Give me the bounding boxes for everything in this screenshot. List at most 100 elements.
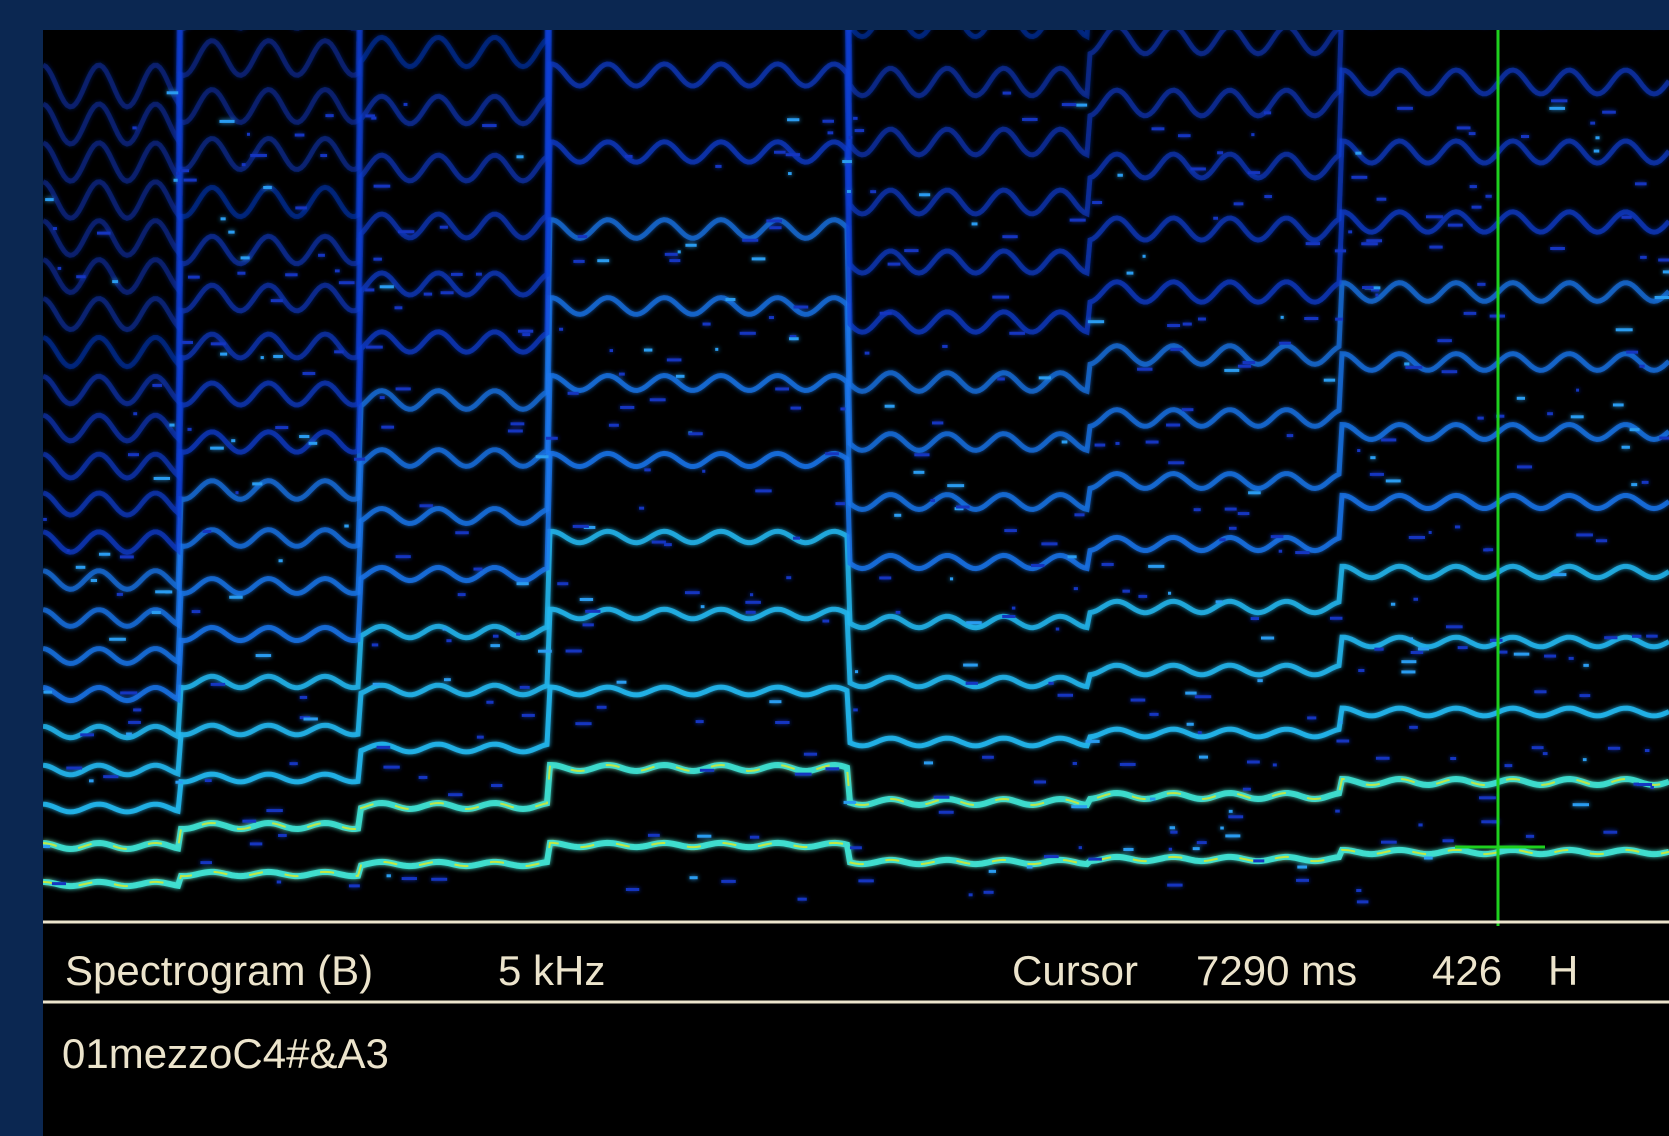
- noise-speck: [1073, 762, 1077, 765]
- noise-speck: [1469, 132, 1476, 135]
- noise-speck: [424, 293, 432, 296]
- noise-speck: [1418, 823, 1422, 826]
- noise-speck: [1370, 456, 1375, 459]
- noise-speck: [1639, 365, 1644, 368]
- noise-speck: [1381, 438, 1396, 441]
- noise-speck: [1655, 296, 1669, 299]
- noise-speck: [1220, 827, 1224, 830]
- noise-speck: [1199, 756, 1208, 759]
- noise-speck: [858, 879, 873, 882]
- mode-label: Spectrogram (B): [65, 947, 373, 994]
- noise-speck: [879, 576, 891, 579]
- noise-speck: [1213, 217, 1218, 220]
- noise-speck: [786, 153, 800, 156]
- noise-speck: [1411, 651, 1424, 654]
- noise-speck: [275, 426, 288, 429]
- noise-speck: [522, 333, 530, 336]
- noise-speck: [1446, 625, 1463, 628]
- noise-speck: [66, 767, 82, 770]
- noise-speck: [1217, 151, 1223, 154]
- noise-speck: [154, 477, 170, 480]
- noise-speck: [1297, 866, 1307, 869]
- noise-speck: [1386, 479, 1401, 482]
- noise-speck: [610, 349, 613, 352]
- noise-speck: [1569, 657, 1574, 660]
- noise-speck: [842, 160, 852, 163]
- noise-speck: [1086, 740, 1100, 743]
- noise-speck: [273, 355, 283, 358]
- noise-speck: [1429, 246, 1442, 249]
- noise-speck: [700, 769, 714, 772]
- noise-speck: [431, 878, 447, 881]
- noise-speck: [1168, 592, 1171, 595]
- spectrogram-window: Spectrogram (B) 5 kHz Cursor 7290 ms 426…: [0, 0, 1669, 1136]
- noise-speck: [187, 428, 191, 431]
- noise-speck: [1194, 508, 1201, 511]
- noise-speck: [1505, 764, 1513, 767]
- noise-speck: [1088, 858, 1102, 861]
- noise-speck: [396, 387, 411, 390]
- noise-speck: [109, 638, 126, 641]
- noise-speck: [865, 352, 870, 355]
- noise-speck: [1633, 783, 1638, 786]
- noise-speck: [1251, 617, 1259, 620]
- noise-speck: [1477, 417, 1483, 420]
- noise-speck: [1306, 242, 1320, 245]
- noise-speck: [103, 775, 118, 778]
- noise-speck: [1544, 655, 1556, 658]
- noise-speck: [1070, 219, 1086, 222]
- noise-speck: [1279, 342, 1291, 345]
- noise-speck: [373, 258, 381, 261]
- noise-speck: [982, 756, 994, 759]
- noise-speck: [769, 226, 781, 229]
- noise-speck: [888, 263, 901, 266]
- noise-speck: [419, 504, 432, 507]
- noise-speck: [1410, 637, 1413, 640]
- noise-speck: [930, 499, 935, 502]
- noise-speck: [1483, 548, 1488, 551]
- noise-speck: [585, 610, 600, 613]
- noise-speck: [1062, 103, 1076, 106]
- noise-speck: [840, 407, 845, 410]
- noise-speck: [167, 91, 179, 94]
- noise-speck: [252, 482, 262, 485]
- noise-speck: [1499, 651, 1507, 654]
- noise-speck: [1429, 531, 1432, 534]
- noise-speck: [120, 691, 137, 694]
- noise-speck: [774, 151, 786, 154]
- noise-speck: [1457, 126, 1471, 129]
- noise-speck: [477, 736, 484, 739]
- noise-speck: [685, 244, 696, 247]
- noise-speck: [1413, 598, 1418, 601]
- noise-speck: [76, 566, 86, 569]
- noise-speck: [804, 753, 817, 756]
- noise-speck: [790, 407, 801, 410]
- noise-speck: [192, 610, 201, 613]
- noise-speck: [1131, 699, 1146, 702]
- noise-speck: [690, 876, 698, 879]
- noise-speck: [1264, 195, 1272, 198]
- noise-speck: [133, 412, 137, 415]
- noise-speck: [278, 834, 287, 837]
- noise-speck: [880, 312, 892, 315]
- noise-speck: [766, 219, 782, 222]
- noise-speck: [1178, 134, 1191, 137]
- noise-speck: [1092, 201, 1102, 204]
- noise-speck: [697, 835, 711, 838]
- noise-speck: [989, 870, 996, 873]
- noise-speck: [221, 217, 226, 220]
- noise-speck: [261, 356, 264, 359]
- noise-speck: [669, 259, 680, 262]
- noise-speck: [299, 435, 309, 438]
- noise-speck: [536, 455, 549, 458]
- noise-speck: [309, 442, 318, 445]
- noise-speck: [1336, 740, 1349, 743]
- noise-speck: [1358, 669, 1364, 672]
- noise-speck: [349, 884, 360, 887]
- noise-speck: [676, 375, 685, 378]
- noise-speck: [1248, 171, 1260, 174]
- noise-speck: [1455, 525, 1460, 528]
- noise-speck: [1571, 415, 1584, 418]
- noise-speck: [1361, 242, 1378, 245]
- noise-speck: [745, 601, 761, 604]
